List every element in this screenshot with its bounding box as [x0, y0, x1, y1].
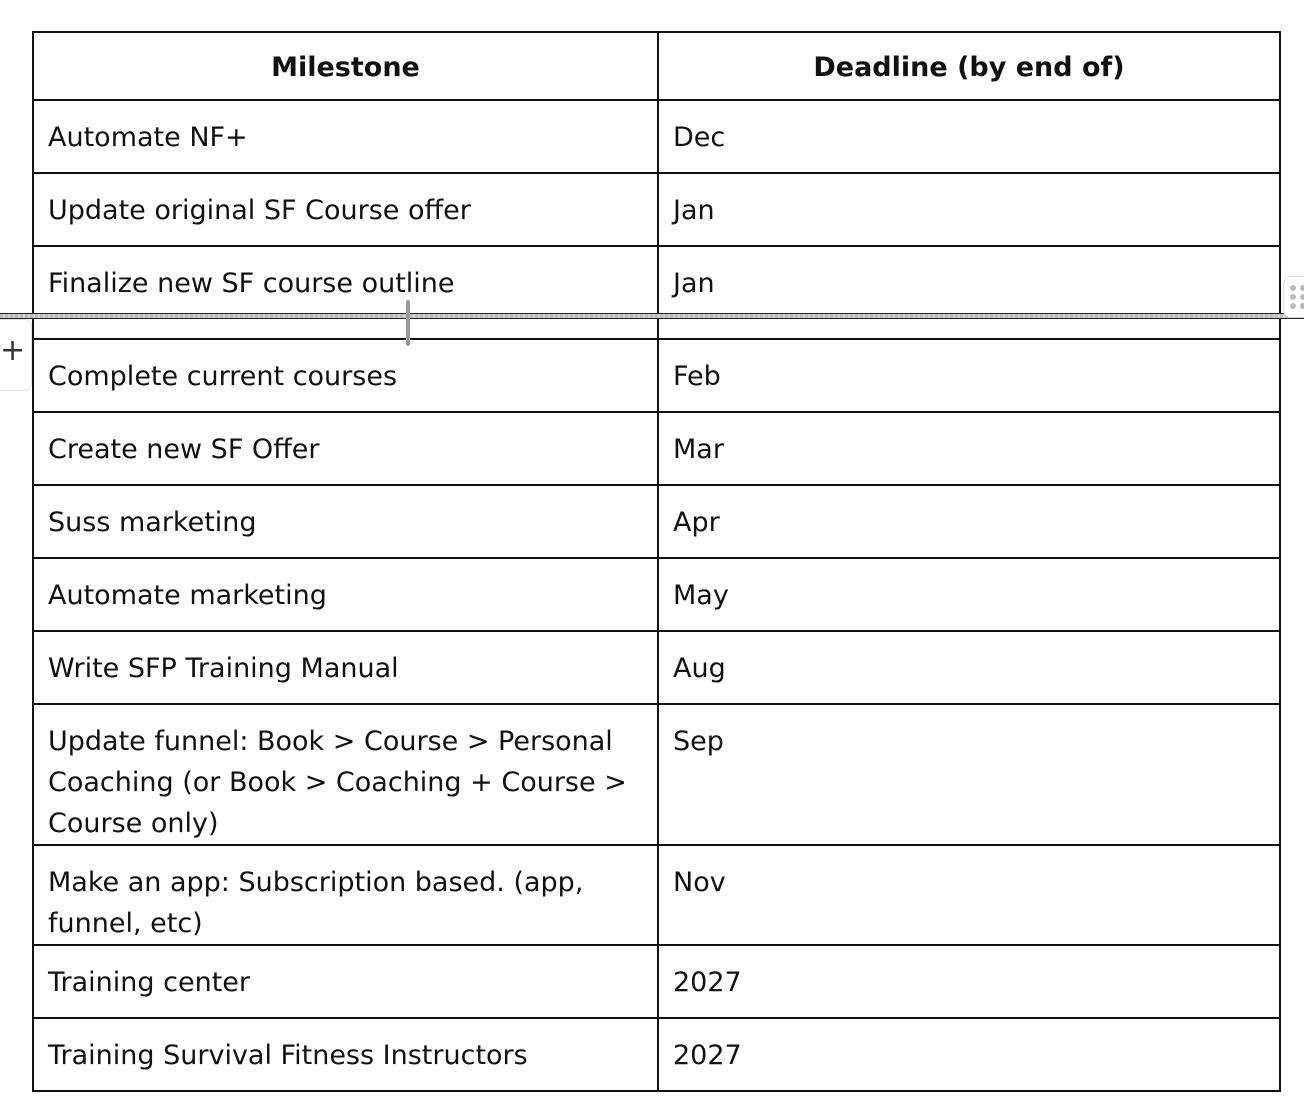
header-deadline: Deadline (by end of) [657, 31, 1281, 101]
deadline-cell[interactable]: Dec [657, 99, 1281, 174]
table-row: Write SFP Training Manual Aug [32, 630, 1281, 705]
milestone-cell[interactable]: Update original SF Course offer [32, 172, 659, 247]
plus-icon[interactable]: + [0, 333, 26, 368]
deadline-cell[interactable]: Jan [657, 245, 1281, 340]
milestone-cell[interactable]: Write SFP Training Manual [32, 630, 659, 705]
milestones-table: Milestone Deadline (by end of) Automate … [32, 31, 1281, 1092]
milestone-cell[interactable]: Create new SF Offer [32, 411, 659, 486]
milestone-cell[interactable]: Finalize new SF course outline [32, 245, 659, 340]
deadline-cell[interactable]: Feb [657, 338, 1281, 413]
deadline-cell[interactable]: Aug [657, 630, 1281, 705]
table-row: Update funnel: Book > Course > Personal … [32, 703, 1281, 846]
table-row: Make an app: Subscription based. (app, f… [32, 844, 1281, 946]
table-row: Automate marketing May [32, 557, 1281, 632]
table-row: Training center 2027 [32, 944, 1281, 1019]
milestone-cell[interactable]: Suss marketing [32, 484, 659, 559]
deadline-cell[interactable]: 2027 [657, 944, 1281, 1019]
table-row: Automate NF+ Dec [32, 99, 1281, 174]
drag-handle-icon[interactable] [1283, 276, 1304, 318]
deadline-cell[interactable]: Nov [657, 844, 1281, 946]
deadline-cell[interactable]: 2027 [657, 1017, 1281, 1092]
milestone-cell[interactable]: Complete current courses [32, 338, 659, 413]
table-row: Suss marketing Apr [32, 484, 1281, 559]
table-row: Training Survival Fitness Instructors 202… [32, 1017, 1281, 1092]
milestone-cell[interactable]: Update funnel: Book > Course > Personal … [32, 703, 659, 846]
milestone-cell[interactable]: Automate marketing [32, 557, 659, 632]
deadline-cell[interactable]: May [657, 557, 1281, 632]
table-header-row: Milestone Deadline (by end of) [32, 31, 1281, 101]
header-milestone: Milestone [32, 31, 659, 101]
milestone-cell[interactable]: Automate NF+ [32, 99, 659, 174]
row-insert-indicator[interactable] [0, 313, 1304, 319]
table-row: Finalize new SF course outline Jan [32, 245, 1281, 340]
text-cursor [406, 300, 410, 346]
deadline-cell[interactable]: Mar [657, 411, 1281, 486]
milestone-cell[interactable]: Make an app: Subscription based. (app, f… [32, 844, 659, 946]
milestone-cell[interactable]: Training Survival Fitness Instructors [32, 1017, 659, 1092]
milestone-cell[interactable]: Training center [32, 944, 659, 1019]
table-row: Update original SF Course offer Jan [32, 172, 1281, 247]
table-row: Complete current courses Feb [32, 338, 1281, 413]
deadline-cell[interactable]: Sep [657, 703, 1281, 846]
table-row: Create new SF Offer Mar [32, 411, 1281, 486]
deadline-cell[interactable]: Jan [657, 172, 1281, 247]
deadline-cell[interactable]: Apr [657, 484, 1281, 559]
add-row-button[interactable] [0, 319, 32, 391]
